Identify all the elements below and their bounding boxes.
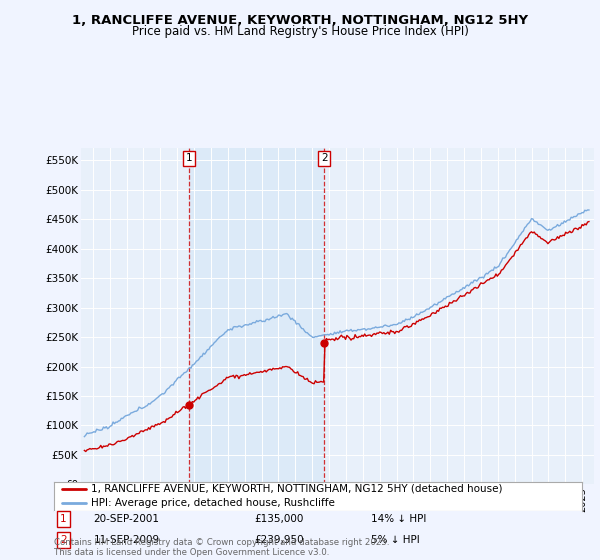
Text: 1, RANCLIFFE AVENUE, KEYWORTH, NOTTINGHAM, NG12 5HY (detached house): 1, RANCLIFFE AVENUE, KEYWORTH, NOTTINGHA… [91,484,502,494]
Text: 5% ↓ HPI: 5% ↓ HPI [371,535,419,545]
Text: 2: 2 [321,153,328,164]
Text: £239,950: £239,950 [254,535,304,545]
Text: 1, RANCLIFFE AVENUE, KEYWORTH, NOTTINGHAM, NG12 5HY: 1, RANCLIFFE AVENUE, KEYWORTH, NOTTINGHA… [72,14,528,27]
Text: 11-SEP-2009: 11-SEP-2009 [94,535,160,545]
Text: 20-SEP-2001: 20-SEP-2001 [94,514,160,524]
Text: 1: 1 [186,153,193,164]
Bar [190,148,325,484]
Text: 14% ↓ HPI: 14% ↓ HPI [371,514,426,524]
Text: Contains HM Land Registry data © Crown copyright and database right 2025.
This d: Contains HM Land Registry data © Crown c… [54,538,389,557]
Text: £135,000: £135,000 [254,514,304,524]
Text: 2: 2 [60,535,67,545]
Text: 1: 1 [60,514,67,524]
Text: Price paid vs. HM Land Registry's House Price Index (HPI): Price paid vs. HM Land Registry's House … [131,25,469,38]
Text: HPI: Average price, detached house, Rushcliffe: HPI: Average price, detached house, Rush… [91,498,335,508]
